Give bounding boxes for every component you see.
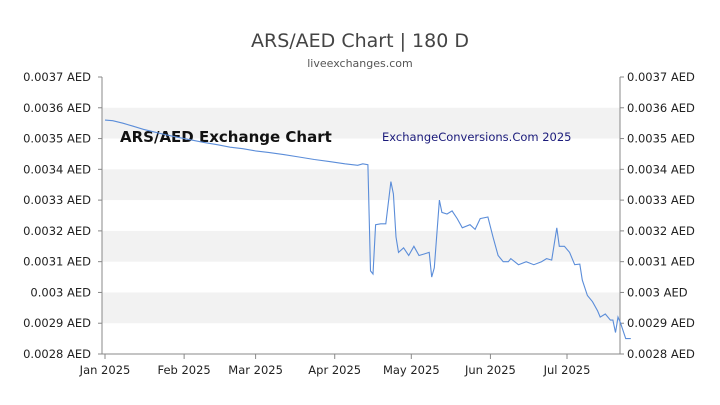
x-tick-label: Jul 2025 <box>543 363 591 377</box>
x-tick-label: Jun 2025 <box>464 363 516 377</box>
axes <box>101 77 621 355</box>
grid-band <box>102 169 620 201</box>
y-tick-label-right: 0.003 AED <box>627 285 688 299</box>
y-tick-label-right: 0.0037 AED <box>627 70 695 84</box>
grid-band <box>102 107 620 139</box>
series-line <box>104 119 631 340</box>
x-tick-label: Apr 2025 <box>308 363 361 377</box>
y-ticks-right: 0.0037 AED 0.0036 AED 0.0035 AED 0.0034 AED… <box>620 70 695 361</box>
y-tick-label-right: 0.0033 AED <box>627 193 695 207</box>
grid-band <box>102 292 620 324</box>
annotation-watermark: ExchangeConversions.Com 2025 <box>382 130 572 144</box>
y-tick-label-right: 0.0036 AED <box>627 101 695 115</box>
x-tick-label: Feb 2025 <box>157 363 210 377</box>
y-tick-label-left: 0.0036 AED <box>23 101 91 115</box>
y-tick-label-left: 0.0035 AED <box>23 132 91 146</box>
x-tick-label: Jan 2025 <box>79 363 131 377</box>
y-tick-label-right: 0.0031 AED <box>627 255 695 269</box>
y-tick-label-right: 0.0028 AED <box>627 347 695 361</box>
grid-bands <box>102 107 620 324</box>
y-ticks-left: 0.0037 AED 0.0036 AED 0.0035 AED 0.0034 AED… <box>23 70 102 361</box>
grid-band <box>102 230 620 262</box>
y-tick-label-right: 0.0029 AED <box>627 316 695 330</box>
y-tick-label-right: 0.0032 AED <box>627 224 695 238</box>
y-tick-label-left: 0.0029 AED <box>23 316 91 330</box>
y-tick-label-left: 0.0031 AED <box>23 255 91 269</box>
chart-subtitle: liveexchanges.com <box>307 57 412 70</box>
y-tick-label-left: 0.0034 AED <box>23 162 91 176</box>
x-tick-label: May 2025 <box>383 363 440 377</box>
annotation-exchange-chart: ARS/AED Exchange Chart <box>120 128 332 146</box>
x-ticks: Jan 2025 Feb 2025 Mar 2025 Apr 2025 May 2025… <box>79 354 591 377</box>
y-tick-label-left: 0.003 AED <box>30 285 91 299</box>
y-tick-label-left: 0.0033 AED <box>23 193 91 207</box>
chart-title: ARS/AED Chart | 180 D <box>251 30 469 52</box>
x-tick-label: Mar 2025 <box>228 363 283 377</box>
y-tick-label-right: 0.0034 AED <box>627 162 695 176</box>
y-tick-label-left: 0.0028 AED <box>23 347 91 361</box>
y-tick-label-left: 0.0032 AED <box>23 224 91 238</box>
y-tick-label-left: 0.0037 AED <box>23 70 91 84</box>
y-tick-label-right: 0.0035 AED <box>627 132 695 146</box>
